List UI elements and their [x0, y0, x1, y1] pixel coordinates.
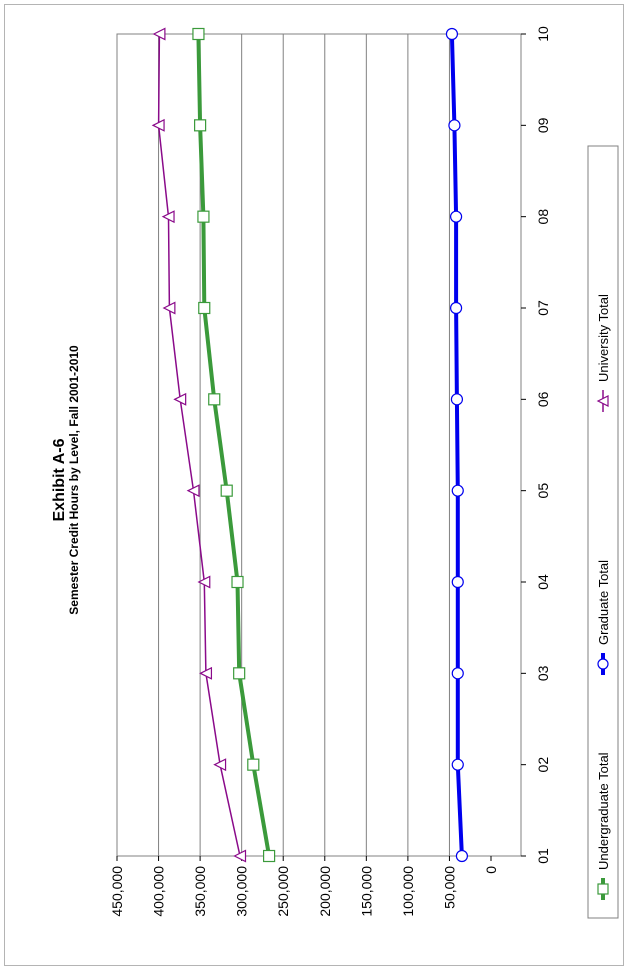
value-tick-label: 150,000 — [358, 866, 374, 917]
data-point — [451, 758, 464, 771]
plot-area — [116, 33, 522, 857]
value-tick-label: 300,000 — [234, 866, 250, 917]
legend-label: Undergraduate Total — [596, 752, 611, 870]
value-tick-label: 50,000 — [441, 866, 457, 909]
category-tick-label: 04 — [535, 574, 551, 590]
gridlines — [116, 34, 450, 856]
category-tick-label: 09 — [535, 117, 551, 133]
data-point — [231, 575, 244, 589]
value-tick-label: 0 — [483, 866, 499, 874]
data-point — [262, 849, 276, 863]
category-tick-label: 05 — [535, 483, 551, 499]
data-point — [192, 27, 205, 41]
category-tick-label: 07 — [535, 300, 551, 316]
data-point — [448, 119, 461, 132]
category-tick-label: 03 — [535, 665, 551, 681]
value-tick-label: 450,000 — [109, 866, 125, 917]
value-tick-label: 200,000 — [317, 866, 333, 917]
category-tick-label: 06 — [535, 391, 551, 407]
data-point — [220, 484, 233, 497]
data-point — [450, 393, 464, 406]
data-point — [596, 395, 609, 407]
data-point — [199, 666, 213, 680]
data-point — [152, 27, 166, 41]
data-point — [162, 301, 176, 315]
chart-title-group: Exhibit A-6 Semester Credit Hours by Lev… — [51, 345, 81, 615]
data-point — [197, 210, 210, 223]
data-point — [173, 392, 187, 406]
chart-subtitle: Semester Credit Hours by Level, Fall 200… — [67, 345, 81, 615]
axis-ticks: 0 50,000 100,000 150,000 200,000 250,000 300,0… — [109, 26, 551, 917]
category-tick-label: 02 — [535, 757, 551, 773]
legend-label: University Total — [596, 294, 611, 382]
legend-item: Graduate Total — [596, 560, 611, 675]
category-tick-label: 08 — [535, 209, 551, 225]
series-line — [196, 33, 272, 857]
legend-item: University Total — [596, 294, 611, 412]
data-point — [455, 849, 469, 863]
chart-title: Exhibit A-6 — [51, 438, 68, 521]
data-point — [451, 667, 464, 680]
data-point — [233, 667, 246, 680]
category-tick-label: 01 — [535, 848, 551, 864]
chart-frame — [4, 4, 624, 966]
data-point — [233, 849, 247, 863]
legend-label: Graduate Total — [596, 560, 611, 645]
series-line — [449, 33, 464, 857]
data-point — [445, 27, 459, 41]
data-point — [597, 658, 609, 670]
data-point — [161, 210, 175, 224]
series-university-total — [151, 27, 247, 863]
series-line — [157, 33, 241, 857]
category-tick-label: 10 — [535, 26, 551, 42]
value-tick-label: 350,000 — [192, 866, 208, 917]
data-point — [451, 575, 464, 589]
value-tick-label: 400,000 — [151, 866, 167, 917]
data-point — [449, 301, 463, 315]
data-point — [198, 301, 211, 315]
legend: Undergraduate Total Graduate Total Univers… — [587, 145, 619, 919]
series-undergraduate-total — [192, 27, 276, 863]
value-tick-label: 250,000 — [275, 866, 291, 917]
data-point — [213, 758, 227, 772]
series-graduate-total — [445, 27, 469, 863]
data-point — [597, 883, 609, 895]
value-tick-label: 100,000 — [400, 866, 416, 917]
data-point — [197, 575, 211, 589]
series-group — [151, 27, 469, 863]
data-point — [451, 484, 464, 497]
data-point — [247, 758, 260, 771]
data-point — [194, 119, 207, 132]
legend-box — [587, 145, 619, 919]
data-point — [151, 118, 165, 132]
data-point — [208, 393, 221, 406]
data-point — [449, 210, 463, 223]
legend-item: Undergraduate Total — [596, 752, 611, 900]
data-point — [186, 484, 200, 498]
